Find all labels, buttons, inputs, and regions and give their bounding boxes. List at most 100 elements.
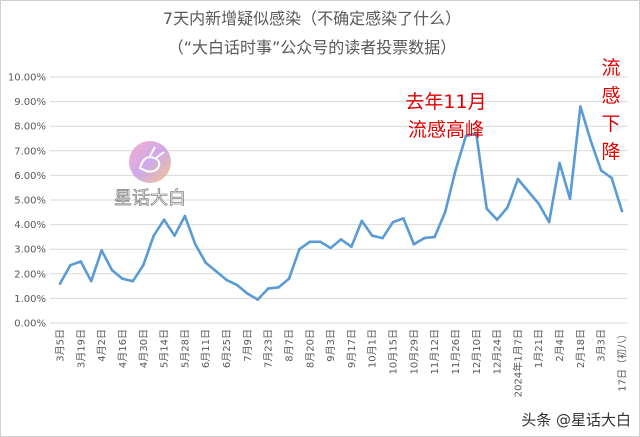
data-point xyxy=(256,298,260,301)
y-tick-label: 5.00% xyxy=(14,196,46,207)
x-tick-label: 2月18日 xyxy=(575,329,587,368)
annotation-flu-decline-3: 下 xyxy=(601,113,620,135)
data-point xyxy=(214,270,218,273)
x-tick-label: 5月14日 xyxy=(159,329,171,368)
x-tick-label: 12月10日 xyxy=(471,329,483,374)
data-point xyxy=(246,292,249,295)
data-point xyxy=(298,247,301,251)
annotation-last-nov: 去年11月 xyxy=(405,91,486,113)
x-tick-label: 4月16日 xyxy=(117,329,129,368)
data-point xyxy=(537,202,541,205)
x-tick-label: 2024年1月7日 xyxy=(511,329,524,397)
data-point xyxy=(162,218,166,221)
data-point xyxy=(495,218,499,221)
logo-circle-icon xyxy=(129,141,171,183)
annotation-flu-decline-2: 感 xyxy=(601,85,620,107)
data-point xyxy=(287,277,291,281)
x-tick-label: 11月12日 xyxy=(429,329,441,374)
chart-subtitle: （“大白话时事”公众号的读者投票数据） xyxy=(168,38,457,57)
y-tick-label: 4.00% xyxy=(14,220,46,231)
data-point xyxy=(318,240,322,244)
watermark-bottom: 头条 @星话大白 xyxy=(521,411,631,429)
x-tick-label: 6月25日 xyxy=(221,329,233,368)
data-point xyxy=(152,234,155,237)
data-point xyxy=(173,234,176,237)
x-tick-label: 7月23日 xyxy=(263,329,275,368)
x-tick-label: 3月19日 xyxy=(75,329,87,368)
data-point xyxy=(121,277,124,281)
data-point xyxy=(547,220,551,224)
y-tick-label: 10.00% xyxy=(8,73,46,84)
data-point xyxy=(443,211,447,214)
data-point xyxy=(235,283,239,287)
data-point xyxy=(422,236,426,240)
data-point xyxy=(69,263,72,267)
data-point xyxy=(579,105,582,108)
data-point xyxy=(506,206,509,209)
data-point xyxy=(516,177,520,181)
data-point xyxy=(131,279,135,283)
data-point xyxy=(433,235,436,239)
data-point xyxy=(79,260,83,263)
data-point xyxy=(193,242,197,246)
x-tick-label: 1月21日 xyxy=(533,329,545,368)
data-point xyxy=(370,234,374,237)
x-tick-label: 4月2日 xyxy=(96,329,108,362)
data-point xyxy=(485,207,489,210)
x-tick-label: 11月26日 xyxy=(450,329,462,374)
x-tick-label: 10月29日 xyxy=(408,329,420,374)
data-point xyxy=(277,286,280,289)
data-point xyxy=(360,219,364,223)
x-axis-ticks: 3月5日 3月19日 4月2日 4月16日 4月30日 5月14日 5月28日 6月11日 6月… xyxy=(55,329,629,397)
data-point xyxy=(558,161,561,165)
data-point xyxy=(412,242,416,246)
data-point xyxy=(589,139,593,143)
y-tick-label: 6.00% xyxy=(14,171,46,182)
x-tick-label: 8月7日 xyxy=(283,329,295,362)
data-point xyxy=(474,132,478,135)
data-point xyxy=(89,279,93,283)
data-point xyxy=(141,263,145,267)
x-tick-label: 9月3日 xyxy=(325,329,337,362)
y-tick-label: 2.00% xyxy=(14,269,46,280)
x-tick-label: 6月11日 xyxy=(200,329,212,368)
y-tick-label: 8.00% xyxy=(14,122,46,133)
y-tick-label: 3.00% xyxy=(14,245,46,256)
rabbit-icon xyxy=(138,146,165,173)
data-point xyxy=(568,197,572,201)
data-point xyxy=(391,220,395,224)
x-tick-label: 10月15日 xyxy=(388,329,400,374)
x-tick-label: 5月28日 xyxy=(179,329,191,368)
data-point xyxy=(381,236,384,240)
x-tick-label: 17日（初八） xyxy=(616,329,629,392)
data-point xyxy=(527,190,530,193)
y-tick-label: 9.00% xyxy=(14,97,46,108)
x-tick-label: 9月17日 xyxy=(346,329,358,368)
data-point xyxy=(308,240,312,244)
x-tick-label: 10月1日 xyxy=(367,329,379,368)
data-point xyxy=(599,169,603,172)
data-point xyxy=(58,282,62,285)
x-tick-label: 2月4日 xyxy=(554,329,566,362)
data-point xyxy=(225,278,228,282)
y-axis-ticks: 0.00% 1.00% 2.00% 3.00% 4.00% 5.00% 6.00% 7.00%… xyxy=(8,73,46,330)
data-point xyxy=(350,245,353,249)
annotation-flu-decline-1: 流 xyxy=(601,57,620,79)
data-point xyxy=(266,287,270,290)
x-tick-label: 7月9日 xyxy=(242,329,254,362)
data-point xyxy=(110,268,114,272)
data-point xyxy=(454,169,457,172)
data-point xyxy=(620,209,624,213)
x-tick-label: 3月5日 xyxy=(55,329,67,362)
y-tick-label: 7.00% xyxy=(14,146,46,157)
data-point xyxy=(183,214,187,218)
x-tick-label: 3月3日 xyxy=(596,329,608,362)
data-point xyxy=(100,249,103,252)
data-point xyxy=(339,238,343,241)
y-tick-label: 1.00% xyxy=(14,294,46,305)
data-point xyxy=(464,134,468,138)
data-point xyxy=(402,217,405,220)
